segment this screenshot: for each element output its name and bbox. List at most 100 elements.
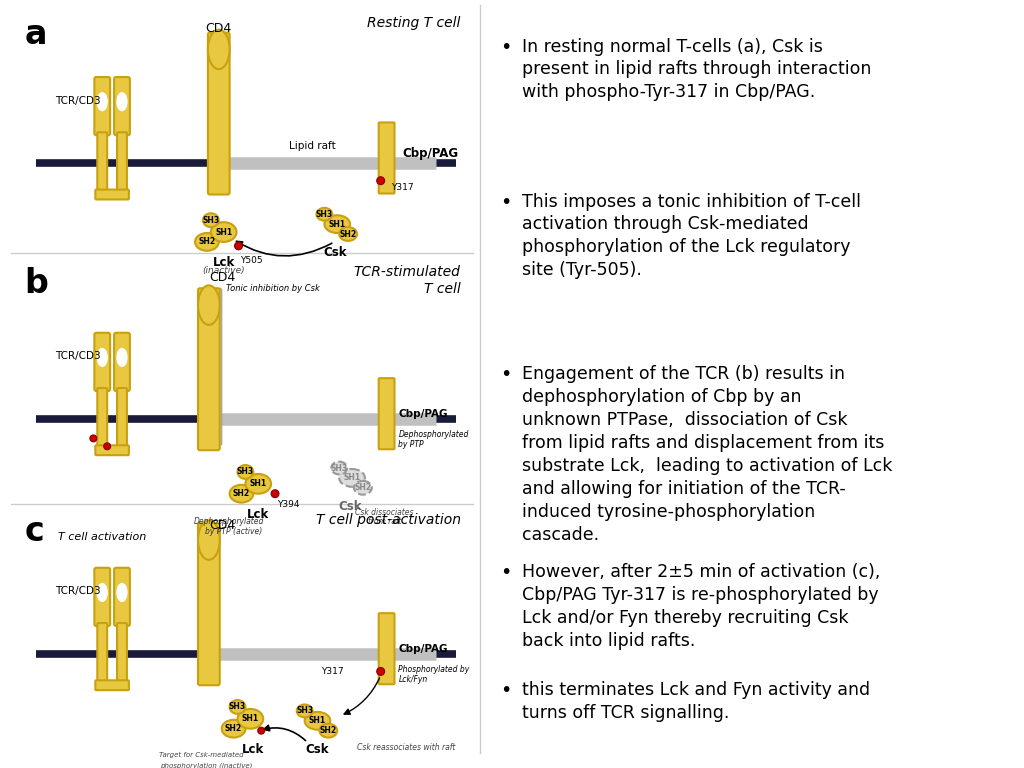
Ellipse shape	[195, 233, 219, 251]
Text: SH2: SH2	[319, 727, 337, 735]
Text: Engagement of the TCR (b) results in
dephosphorylation of Cbp by an
unknown PTPa: Engagement of the TCR (b) results in dep…	[522, 366, 892, 544]
Circle shape	[377, 667, 385, 675]
Ellipse shape	[97, 349, 108, 366]
Ellipse shape	[319, 723, 337, 737]
FancyBboxPatch shape	[114, 333, 130, 391]
Text: Tonic inhibition by Csk: Tonic inhibition by Csk	[226, 284, 319, 293]
Ellipse shape	[339, 469, 365, 487]
Text: TCR/CD3: TCR/CD3	[54, 96, 100, 106]
Text: a: a	[25, 18, 47, 51]
Text: Dephosphorylated: Dephosphorylated	[194, 518, 264, 526]
Text: Y505: Y505	[241, 256, 263, 265]
Text: SH3: SH3	[237, 468, 254, 476]
Text: Lipid raft: Lipid raft	[289, 141, 336, 151]
Ellipse shape	[198, 286, 220, 325]
Text: SH2: SH2	[199, 237, 215, 247]
Text: phosphorylation (inactive): phosphorylation (inactive)	[160, 763, 252, 768]
Text: SH3: SH3	[331, 464, 348, 472]
FancyBboxPatch shape	[114, 568, 130, 626]
FancyBboxPatch shape	[198, 288, 222, 445]
FancyBboxPatch shape	[198, 288, 220, 450]
Text: Cbp/PAG: Cbp/PAG	[398, 409, 447, 419]
Ellipse shape	[203, 214, 219, 227]
Ellipse shape	[97, 93, 108, 111]
Text: SH1: SH1	[343, 473, 360, 482]
Text: •: •	[500, 366, 512, 384]
Text: SH3: SH3	[315, 210, 333, 219]
Text: SH1: SH1	[309, 717, 326, 725]
Circle shape	[258, 727, 264, 734]
Ellipse shape	[339, 227, 357, 241]
Text: b: b	[25, 266, 48, 300]
Ellipse shape	[297, 704, 312, 717]
Ellipse shape	[97, 584, 108, 601]
Text: Resting T cell: Resting T cell	[368, 16, 461, 30]
Text: by PTP (active): by PTP (active)	[205, 528, 262, 536]
FancyBboxPatch shape	[94, 77, 111, 135]
Text: SH2: SH2	[354, 483, 372, 492]
FancyBboxPatch shape	[379, 613, 394, 684]
FancyBboxPatch shape	[97, 132, 108, 194]
Ellipse shape	[117, 584, 127, 601]
Text: •: •	[500, 38, 512, 57]
FancyBboxPatch shape	[97, 623, 108, 684]
FancyBboxPatch shape	[379, 122, 394, 194]
Ellipse shape	[325, 215, 350, 233]
Circle shape	[377, 177, 385, 184]
Text: Cbp/PAG: Cbp/PAG	[398, 644, 447, 654]
FancyBboxPatch shape	[95, 445, 129, 455]
Text: This imposes a tonic inhibition of T-cell
activation through Csk-mediated
phosph: This imposes a tonic inhibition of T-cel…	[522, 193, 861, 280]
Ellipse shape	[198, 521, 220, 560]
Text: Csk: Csk	[324, 246, 347, 259]
Text: from raft: from raft	[368, 518, 401, 526]
Text: Lck: Lck	[247, 508, 269, 521]
Ellipse shape	[229, 485, 253, 502]
Ellipse shape	[316, 208, 333, 220]
Text: Dephosphorylated: Dephosphorylated	[398, 431, 469, 439]
FancyBboxPatch shape	[198, 523, 220, 685]
Ellipse shape	[208, 30, 229, 69]
Circle shape	[90, 435, 97, 442]
FancyBboxPatch shape	[117, 132, 127, 194]
Text: Csk: Csk	[338, 500, 361, 512]
Circle shape	[271, 490, 279, 498]
Text: Csk: Csk	[306, 743, 330, 756]
Text: SH1: SH1	[250, 479, 267, 488]
Text: However, after 2±5 min of activation (c),
Cbp/PAG Tyr-317 is re-phosphorylated b: However, after 2±5 min of activation (c)…	[522, 563, 881, 650]
Text: SH1: SH1	[242, 714, 259, 723]
Text: Y394: Y394	[278, 500, 299, 508]
Text: •: •	[500, 681, 512, 700]
Text: Csk dissociates: Csk dissociates	[355, 508, 414, 517]
Text: SH3: SH3	[296, 707, 313, 716]
FancyBboxPatch shape	[94, 333, 111, 391]
Ellipse shape	[238, 709, 263, 729]
FancyBboxPatch shape	[117, 388, 127, 449]
Text: T cell post-activation: T cell post-activation	[315, 514, 461, 528]
Ellipse shape	[229, 700, 246, 714]
Text: SH1: SH1	[215, 227, 232, 237]
FancyBboxPatch shape	[114, 77, 130, 135]
Text: SH2: SH2	[232, 489, 250, 498]
Text: T cell activation: T cell activation	[57, 532, 146, 542]
Ellipse shape	[332, 462, 347, 475]
Text: SH1: SH1	[329, 220, 346, 229]
Text: Y317: Y317	[391, 183, 414, 192]
Text: CD4: CD4	[206, 22, 231, 35]
Text: Csk reassociates with raft: Csk reassociates with raft	[357, 743, 456, 752]
Text: TCR-stimulated
T cell: TCR-stimulated T cell	[353, 265, 461, 296]
Text: Y317: Y317	[321, 667, 344, 677]
Text: Phosphorylated by: Phosphorylated by	[398, 666, 470, 674]
Text: SH2: SH2	[340, 230, 356, 239]
Text: c: c	[25, 515, 44, 548]
FancyBboxPatch shape	[117, 623, 127, 684]
Text: In resting normal T-cells (a), Csk is
present in lipid rafts through interaction: In resting normal T-cells (a), Csk is pr…	[522, 38, 871, 101]
FancyBboxPatch shape	[97, 388, 108, 449]
Text: •: •	[500, 193, 512, 211]
FancyBboxPatch shape	[95, 190, 129, 200]
Ellipse shape	[246, 474, 271, 494]
Text: TCR/CD3: TCR/CD3	[54, 352, 100, 362]
Text: CD4: CD4	[210, 519, 236, 532]
Ellipse shape	[354, 481, 372, 495]
Text: by PTP: by PTP	[398, 440, 424, 449]
Text: •: •	[500, 563, 512, 582]
